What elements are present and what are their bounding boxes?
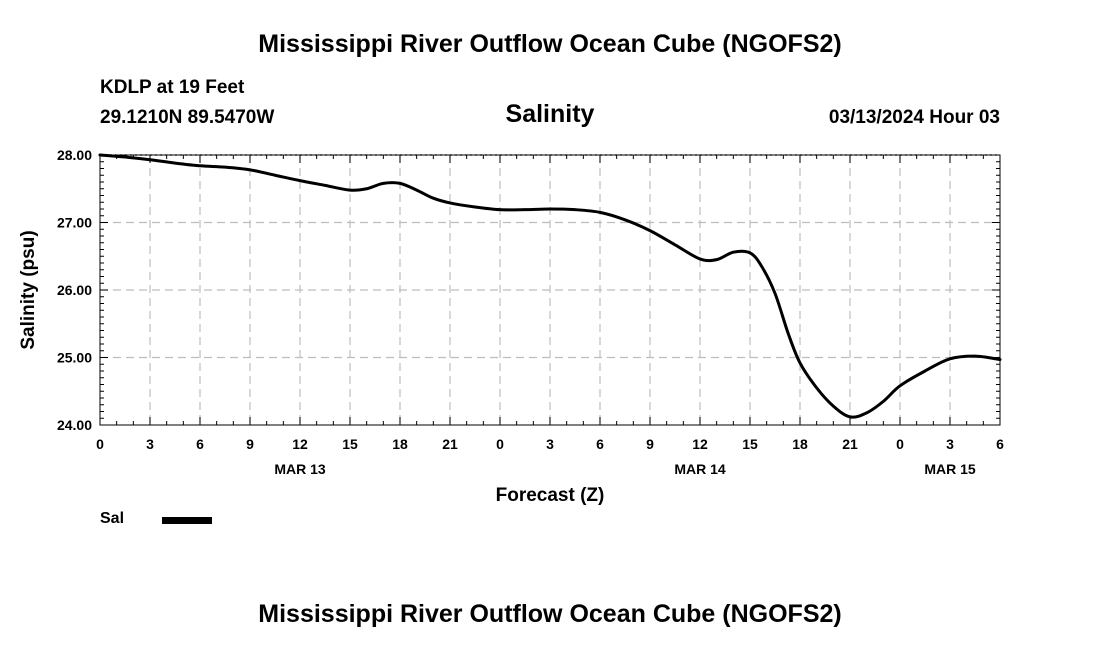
x-tick-label: 15 — [742, 436, 758, 452]
x-tick-label: 21 — [842, 436, 858, 452]
y-axis-label: Salinity (psu) — [18, 230, 39, 349]
tick-layer — [99, 154, 1001, 426]
x-tick-label: 3 — [546, 436, 554, 452]
x-tick-label: 6 — [996, 436, 1004, 452]
legend-swatch — [162, 517, 212, 524]
date-label: MAR 15 — [924, 461, 976, 477]
y-tick-label: 24.00 — [57, 417, 92, 433]
date-label: MAR 13 — [274, 461, 326, 477]
footer-title: Mississippi River Outflow Ocean Cube (NG… — [258, 600, 842, 628]
plot-frame — [99, 154, 1001, 426]
x-tick-label: 15 — [342, 436, 358, 452]
x-tick-label: 6 — [196, 436, 204, 452]
x-tick-label: 9 — [246, 436, 254, 452]
x-tick-label: 3 — [146, 436, 154, 452]
date-label: MAR 14 — [674, 461, 726, 477]
location-coordinates: 29.1210N 89.5470W — [100, 107, 275, 128]
y-tick-label: 28.00 — [57, 147, 92, 163]
x-tick-label: 9 — [646, 436, 654, 452]
x-tick-label: 0 — [496, 436, 504, 452]
forecast-datetime: 03/13/2024 Hour 03 — [828, 107, 1000, 128]
x-tick-label: 3 — [946, 436, 954, 452]
x-tick-label: 6 — [596, 436, 604, 452]
y-tick-label: 25.00 — [57, 350, 92, 366]
main-title: Mississippi River Outflow Ocean Cube (NG… — [258, 30, 842, 58]
label-layer: 0 3 6 9 12 15 18 21 0 3 6 9 12 15 18 21 0 3 6 24.00 25.00 26.… — [57, 147, 1004, 477]
station-label: KDLP at 19 Feet — [100, 77, 245, 98]
x-tick-label: 12 — [292, 436, 308, 452]
x-axis-label: Forecast (Z) — [496, 485, 605, 506]
series-line-sal — [98, 153, 1002, 419]
chart-title: Salinity — [505, 100, 595, 128]
legend-label: Sal — [100, 510, 125, 527]
x-tick-label: 18 — [392, 436, 408, 452]
x-tick-label: 12 — [692, 436, 708, 452]
grid-layer — [100, 154, 1000, 425]
x-tick-label: 0 — [896, 436, 904, 452]
x-tick-label: 18 — [792, 436, 808, 452]
y-tick-label: 26.00 — [57, 282, 92, 298]
y-tick-label: 27.00 — [57, 215, 92, 231]
x-tick-label: 21 — [442, 436, 458, 452]
x-tick-label: 0 — [96, 436, 104, 452]
